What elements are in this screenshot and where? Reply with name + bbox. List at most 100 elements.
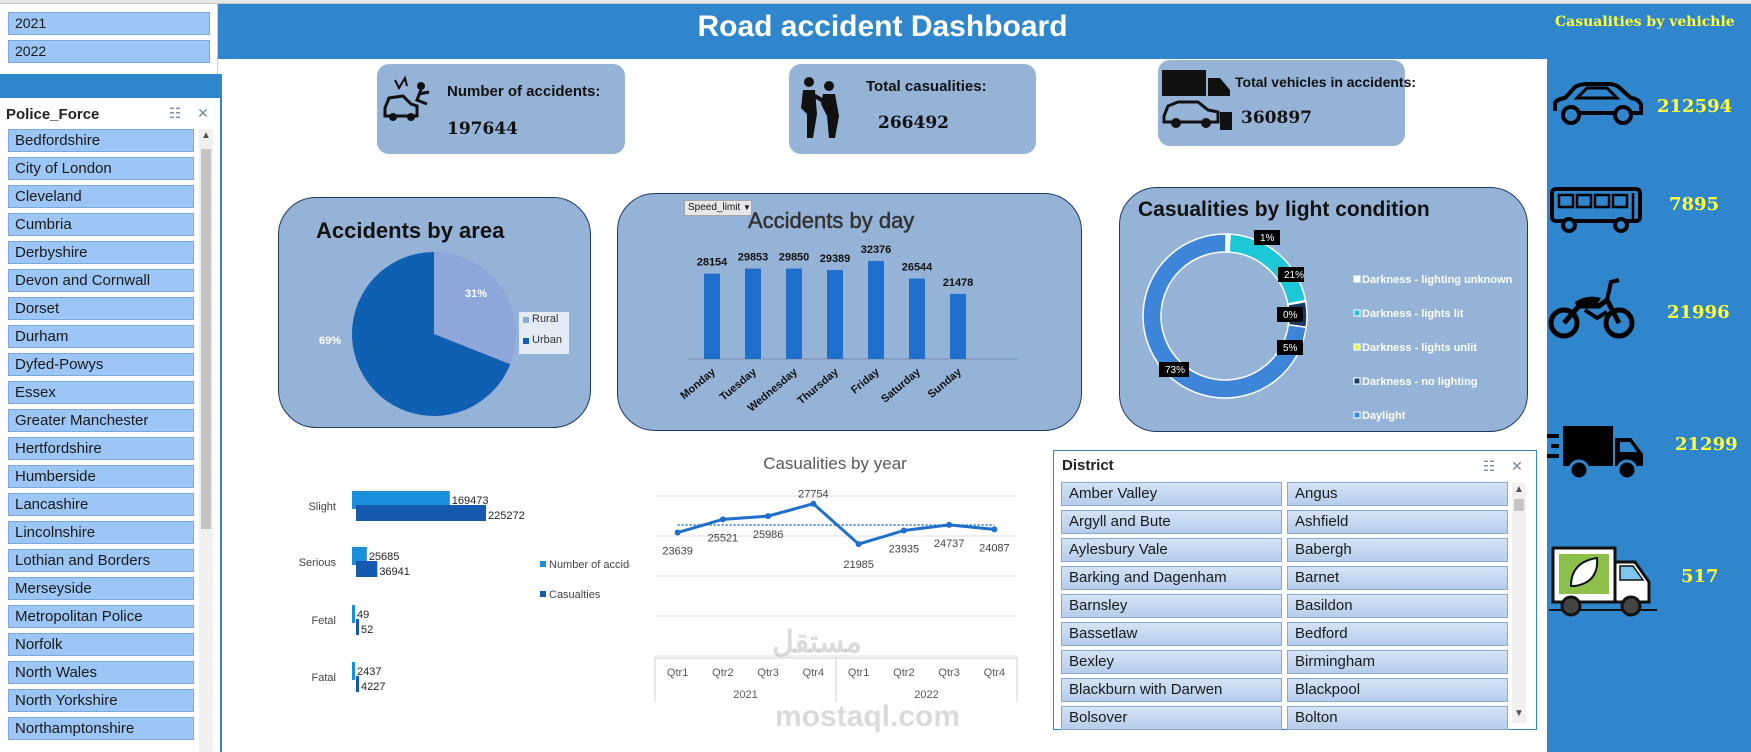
district-item[interactable]: Barnet: [1287, 566, 1508, 590]
scroll-up-icon[interactable]: ▲: [201, 130, 211, 141]
severity-accidents-label: 25685: [369, 551, 400, 563]
severity-bar-chart: Slight 169473 225272 Serious 25685 36941 Fetal…: [299, 491, 630, 693]
day-bar-label: 28154: [697, 257, 728, 269]
district-item[interactable]: Bolsover: [1061, 706, 1282, 730]
multi-select-icon[interactable]: ☷: [168, 105, 182, 121]
district-item[interactable]: Bexley: [1061, 650, 1282, 674]
district-item[interactable]: Amber Valley: [1061, 482, 1282, 506]
year-quarter-label: Qtr3: [938, 667, 959, 679]
police-force-item[interactable]: Merseyside: [8, 577, 194, 600]
police-force-item[interactable]: Lancashire: [8, 493, 194, 516]
severity-accidents-bar: [352, 547, 367, 565]
severity-casualties-label: 36941: [379, 566, 410, 578]
police-force-item[interactable]: Bedfordshire: [8, 129, 194, 152]
district-item[interactable]: Ashfield: [1287, 510, 1508, 534]
year-value-label: 25521: [708, 532, 739, 544]
district-item[interactable]: Babergh: [1287, 538, 1508, 562]
motorbike-casualties-value: 21996: [1667, 302, 1730, 323]
police-force-item[interactable]: Northamptonshire: [8, 717, 194, 740]
severity-casualties-label: 225272: [488, 510, 525, 522]
year-slicer-item-2022[interactable]: 2022: [8, 40, 210, 63]
year-label: 2021: [733, 689, 757, 701]
year-quarter-label: Qtr3: [757, 667, 778, 679]
vehicle-panel-title: Casualities by vehichle: [1555, 14, 1735, 30]
day-bar-label: 21478: [943, 277, 974, 289]
light-legend-label: Darkness - lights unlit: [1362, 342, 1477, 354]
light-legend-swatch: [1353, 309, 1361, 317]
van-icon: [1549, 546, 1657, 617]
scroll-thumb[interactable]: [201, 149, 211, 529]
district-item[interactable]: Aylesbury Vale: [1061, 538, 1282, 562]
urban-legend-swatch: [523, 338, 529, 344]
light-donut-segment: [1142, 233, 1308, 399]
police-force-item[interactable]: Cleveland: [8, 185, 194, 208]
police-force-item[interactable]: Dyfed-Powys: [8, 353, 194, 376]
day-bar: [950, 293, 966, 359]
multi-select-icon[interactable]: ☷: [1482, 458, 1496, 474]
severity-accidents-bar: [352, 491, 450, 509]
light-legend-swatch: [1353, 343, 1361, 351]
district-title: District: [1062, 457, 1114, 474]
police-force-item[interactable]: North Wales: [8, 661, 194, 684]
year-slicer-item-2021[interactable]: 2021: [8, 12, 210, 35]
scroll-up-icon[interactable]: ▲: [1514, 484, 1524, 495]
kpi-vehicles-value: 360897: [1241, 108, 1312, 128]
vehicle-panel: Casualities by vehichle 212594 7895: [1547, 4, 1751, 752]
light-data-label: 73%: [1165, 365, 1185, 376]
scroll-thumb[interactable]: [1514, 499, 1524, 511]
police-force-item[interactable]: Dorset: [8, 297, 194, 320]
vehicles-icon: [1162, 70, 1232, 130]
police-force-item[interactable]: Devon and Cornwall: [8, 269, 194, 292]
year-point: [810, 500, 817, 507]
police-force-item[interactable]: Lothian and Borders: [8, 549, 194, 572]
district-item[interactable]: Barnsley: [1061, 594, 1282, 618]
district-list: Amber Valley Angus Argyll and Bute Ashfield…: [1054, 451, 1524, 731]
clear-filter-icon[interactable]: ✕: [1511, 458, 1523, 474]
police-force-item[interactable]: Lincolnshire: [8, 521, 194, 544]
light-legend-swatch: [1353, 275, 1361, 283]
police-force-item[interactable]: North Yorkshire: [8, 689, 194, 712]
district-item[interactable]: Blackburn with Darwen: [1061, 678, 1282, 702]
kpi-accidents-value: 197644: [447, 119, 518, 139]
light-label-box: [1278, 267, 1304, 282]
police-force-item[interactable]: Essex: [8, 381, 194, 404]
severity-accidents-label: 2437: [357, 666, 381, 678]
clear-filter-icon[interactable]: ✕: [197, 105, 209, 121]
dropdown-icon: ▼: [743, 203, 751, 212]
police-force-item[interactable]: Derbyshire: [8, 241, 194, 264]
day-bar: [704, 273, 720, 359]
district-item[interactable]: Birmingham: [1287, 650, 1508, 674]
district-item[interactable]: Angus: [1287, 482, 1508, 506]
kpi-vehicles-label: Total vehicles in accidents:: [1235, 74, 1417, 90]
police-force-slicer: Police_Force ☷ ✕ Bedfordshire City of Lon…: [0, 98, 222, 752]
police-force-item[interactable]: Durham: [8, 325, 194, 348]
speed-limit-filter[interactable]: Speed_limit ▼: [684, 200, 752, 216]
year-value-label: 23935: [889, 543, 920, 555]
district-item[interactable]: Bedford: [1287, 622, 1508, 646]
severity-category-label: Slight: [308, 501, 336, 513]
light-label-box: [1277, 340, 1303, 355]
severity-casualties-label: 4227: [361, 681, 385, 693]
police-force-item[interactable]: Cumbria: [8, 213, 194, 236]
police-force-item[interactable]: Hertfordshire: [8, 437, 194, 460]
casualties-legend-swatch: [540, 591, 546, 597]
district-item[interactable]: Barking and Dagenham: [1061, 566, 1282, 590]
district-item[interactable]: Bolton: [1287, 706, 1508, 730]
police-force-item[interactable]: Greater Manchester: [8, 409, 194, 432]
district-item[interactable]: Blackpool: [1287, 678, 1508, 702]
year-line-chart: Casualities by year 23639 25521 25986 27754 2…: [654, 454, 1018, 702]
district-item[interactable]: Bassetlaw: [1061, 622, 1282, 646]
district-scrollbar[interactable]: ▲ ▼: [1512, 483, 1526, 723]
day-tick-label: Monday: [678, 366, 718, 402]
day-bar: [909, 278, 925, 359]
district-item[interactable]: Argyll and Bute: [1061, 510, 1282, 534]
police-force-item[interactable]: City of London: [8, 157, 194, 180]
police-force-item[interactable]: Metropolitan Police: [8, 605, 194, 628]
district-item[interactable]: Basildon: [1287, 594, 1508, 618]
police-force-item[interactable]: Norfolk: [8, 633, 194, 656]
severity-accidents-label: 49: [357, 609, 369, 621]
scroll-down-icon[interactable]: ▼: [1514, 708, 1524, 719]
police-force-scrollbar[interactable]: ▲: [199, 129, 213, 752]
motorbike-icon: [1548, 278, 1635, 339]
police-force-item[interactable]: Humberside: [8, 465, 194, 488]
